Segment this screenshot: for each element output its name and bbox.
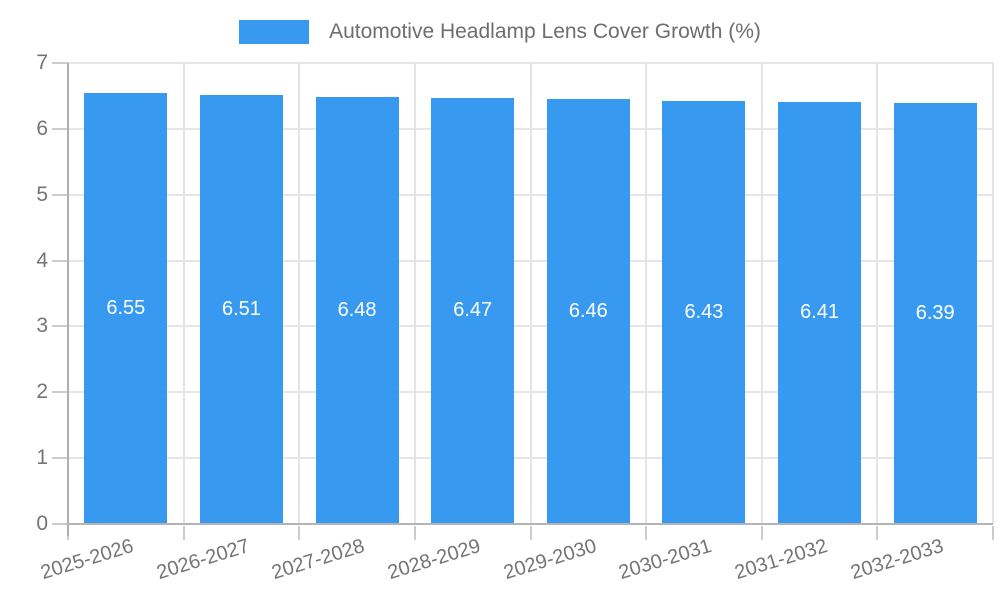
y-axis-tick <box>52 457 68 460</box>
gridline-vertical <box>298 63 301 524</box>
y-axis-tick-label: 1 <box>36 446 48 470</box>
x-axis-tick <box>182 526 185 540</box>
x-axis-tick <box>645 526 648 540</box>
bar[interactable]: 6.39 <box>893 103 977 524</box>
gridline-vertical <box>876 63 879 524</box>
bar[interactable]: 6.41 <box>778 101 862 524</box>
bar-value-label: 6.48 <box>337 299 377 322</box>
y-axis-tick-label: 0 <box>36 512 48 535</box>
legend-label: Automotive Headlamp Lens Cover Growth (%… <box>329 20 761 43</box>
plot-area: 6.55 6.51 6.48 6.47 6.46 6.43 6.41 6.39 <box>68 62 994 524</box>
bar-value-label: 6.41 <box>800 301 840 324</box>
bar[interactable]: 6.48 <box>315 97 399 524</box>
bar[interactable]: 6.51 <box>199 95 283 524</box>
gridline-vertical <box>760 63 763 524</box>
x-axis-category-label: 2027-2028 <box>269 535 368 585</box>
x-axis-tick <box>413 526 416 540</box>
bar[interactable]: 6.46 <box>546 98 630 524</box>
y-axis-tick <box>52 259 68 262</box>
bar-value-label: 6.51 <box>221 298 261 321</box>
y-axis-tick-label: 5 <box>36 182 48 206</box>
x-axis-tick <box>760 526 763 540</box>
x-axis-tick <box>992 526 994 540</box>
x-axis-category-label: 2028-2029 <box>385 535 484 585</box>
x-axis-tick <box>298 526 301 540</box>
x-axis-category-label: 2032-2033 <box>847 535 946 585</box>
gridline-vertical <box>413 63 416 524</box>
bar-value-label: 6.55 <box>106 296 146 319</box>
y-axis-tick-label: 7 <box>36 51 48 74</box>
x-axis-category-label: 2026-2027 <box>153 535 252 585</box>
x-axis-category-label: 2031-2032 <box>732 535 830 585</box>
bar-value-label: 6.43 <box>684 300 724 323</box>
y-axis-tick-label: 3 <box>36 314 48 338</box>
bar-value-label: 6.46 <box>568 299 608 322</box>
y-axis-tick <box>52 127 68 130</box>
y-axis-tick-label: 6 <box>36 116 48 140</box>
x-axis-tick <box>876 526 879 540</box>
x-axis-tick <box>529 526 532 540</box>
bar[interactable]: 6.43 <box>662 100 746 524</box>
bar-value-label: 6.47 <box>453 299 493 322</box>
y-axis-tick <box>52 62 68 64</box>
x-axis-category-label: 2029-2030 <box>500 535 599 585</box>
bar[interactable]: 6.55 <box>84 92 168 524</box>
y-axis-tick-label: 4 <box>36 248 48 272</box>
gridline-vertical <box>645 63 648 524</box>
chart-legend[interactable]: Automotive Headlamp Lens Cover Growth (%… <box>0 18 1000 46</box>
y-axis-tick <box>52 325 68 328</box>
y-axis-tick-label: 2 <box>36 380 48 404</box>
y-axis-tick <box>52 193 68 196</box>
x-axis-line <box>67 523 993 525</box>
x-axis-category-label: 2025-2026 <box>38 535 137 585</box>
bar[interactable]: 6.47 <box>431 97 515 524</box>
y-axis-tick <box>52 391 68 394</box>
bar-value-label: 6.39 <box>915 302 955 325</box>
y-axis-tick <box>52 523 68 525</box>
gridline-vertical <box>182 63 185 524</box>
y-axis-line <box>67 63 69 536</box>
gridline-vertical <box>992 63 994 524</box>
x-axis-category-label: 2030-2031 <box>616 535 715 585</box>
legend-swatch-icon <box>239 20 310 44</box>
gridline-vertical <box>529 63 532 524</box>
